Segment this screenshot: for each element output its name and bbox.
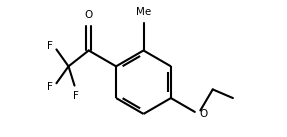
Text: F: F: [47, 82, 53, 92]
Text: O: O: [200, 109, 208, 119]
Text: F: F: [47, 41, 53, 51]
Text: O: O: [85, 10, 93, 20]
Text: F: F: [73, 91, 79, 101]
Text: Me: Me: [136, 7, 151, 17]
